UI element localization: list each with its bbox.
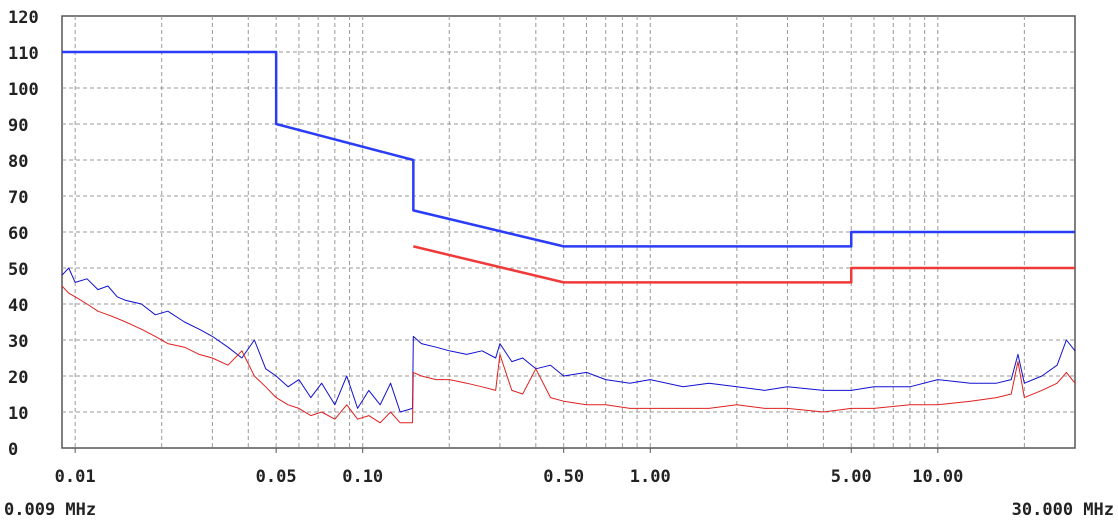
y-tick-label: 0	[8, 440, 18, 460]
x-tick-label: 0.05	[256, 467, 297, 487]
x-tick-label: 0.01	[55, 467, 96, 487]
y-tick-label: 60	[8, 224, 28, 244]
y-tick-label: 20	[8, 368, 28, 388]
y-tick-label: 80	[8, 152, 28, 172]
x-tick-label: 5.00	[831, 467, 872, 487]
x-start-label: 0.009 MHz	[4, 500, 96, 520]
y-tick-label: 70	[8, 188, 28, 208]
x-tick-label: 10.00	[912, 467, 963, 487]
x-end-label: 30.000 MHz	[1012, 500, 1114, 520]
y-tick-label: 30	[8, 332, 28, 352]
x-tick-label: 0.50	[543, 467, 584, 487]
series-line	[62, 50, 1075, 248]
x-tick-label: 1.00	[630, 467, 671, 487]
y-tick-label: 50	[8, 260, 28, 280]
y-tick-label: 10	[8, 404, 28, 424]
y-tick-label: 110	[8, 44, 39, 64]
y-tick-label: 90	[8, 116, 28, 136]
x-tick-label: 0.10	[342, 467, 383, 487]
series-line	[413, 245, 1075, 284]
y-tick-label: 40	[8, 296, 28, 316]
series-line	[61, 285, 1076, 424]
series-line	[61, 267, 1076, 413]
y-tick-label: 120	[8, 8, 39, 28]
y-tick-label: 100	[8, 80, 39, 100]
